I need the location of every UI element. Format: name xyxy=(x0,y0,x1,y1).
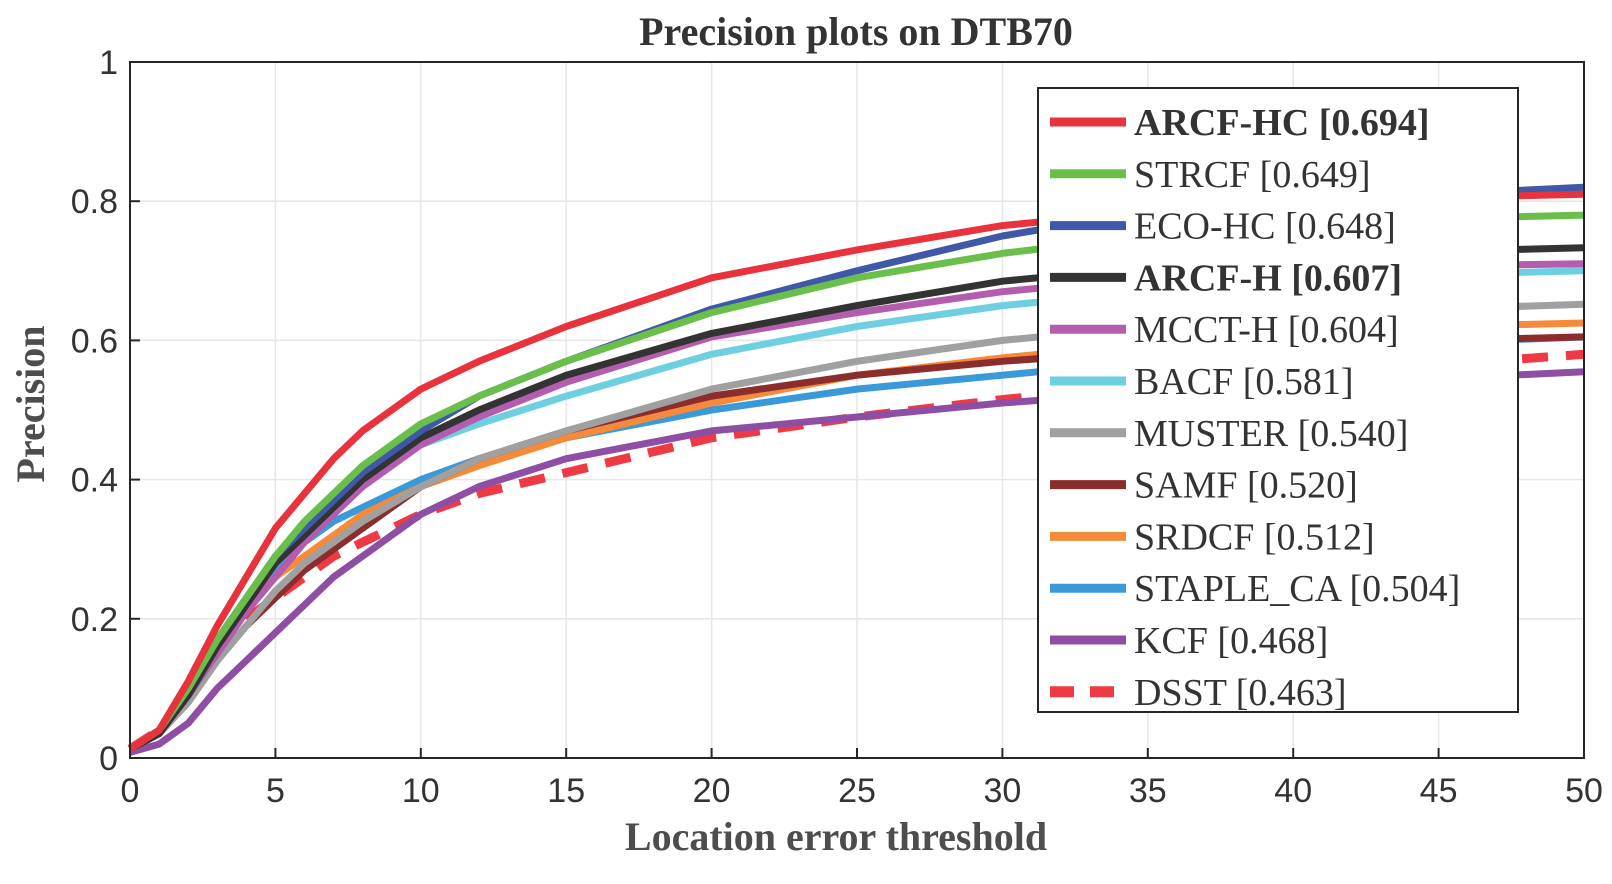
x-tick-label: 25 xyxy=(838,772,876,810)
legend: ARCF-HC [0.694] STRCF [0.649] ECO-HC [0.64… xyxy=(1037,87,1519,714)
legend-label-muster: MUSTER [0.540] xyxy=(1134,413,1408,455)
legend-label-strcf: STRCF [0.649] xyxy=(1134,154,1370,196)
y-tick-label: 0.6 xyxy=(71,322,118,360)
x-tick-label: 50 xyxy=(1565,772,1603,810)
x-tick-label: 40 xyxy=(1274,772,1312,810)
x-tick-label: 45 xyxy=(1420,772,1458,810)
ticks: 0 5 10 15 20 25 30 35 40 45 50 0 0.2 0.4 0.6 0.8 1 xyxy=(71,44,1603,810)
legend-label-arcf-hc: ARCF-HC [0.694] xyxy=(1134,102,1430,144)
legend-label-kcf: KCF [0.468] xyxy=(1134,620,1328,662)
y-tick-label: 0.4 xyxy=(71,462,118,500)
y-axis-label: Precision xyxy=(8,325,53,482)
y-tick-label: 1 xyxy=(99,44,118,82)
legend-label-srdcf: SRDCF [0.512] xyxy=(1134,516,1375,558)
x-tick-label: 30 xyxy=(983,772,1021,810)
legend-label-eco-hc: ECO-HC [0.648] xyxy=(1134,206,1396,248)
y-tick-label: 0 xyxy=(99,740,118,778)
x-tick-label: 35 xyxy=(1129,772,1167,810)
x-tick-label: 15 xyxy=(547,772,585,810)
legend-label-dsst: DSST [0.463] xyxy=(1134,672,1347,714)
legend-label-arcf-h: ARCF-H [0.607] xyxy=(1134,257,1402,299)
x-axis-label: Location error threshold xyxy=(625,814,1047,859)
chart-title: Precision plots on DTB70 xyxy=(639,9,1073,54)
legend-label-bacf: BACF [0.581] xyxy=(1134,361,1354,403)
x-tick-label: 20 xyxy=(693,772,731,810)
x-tick-label: 10 xyxy=(402,772,440,810)
y-tick-label: 0.8 xyxy=(71,183,118,221)
legend-label-mcct-h: MCCT-H [0.604] xyxy=(1134,309,1399,351)
legend-label-staple-ca: STAPLE_CA [0.504] xyxy=(1134,568,1460,610)
y-tick-label: 0.2 xyxy=(71,601,118,639)
legend-box xyxy=(1037,87,1519,713)
x-tick-label: 5 xyxy=(266,772,285,810)
x-tick-label: 0 xyxy=(121,772,140,810)
legend-label-samf: SAMF [0.520] xyxy=(1134,465,1358,507)
